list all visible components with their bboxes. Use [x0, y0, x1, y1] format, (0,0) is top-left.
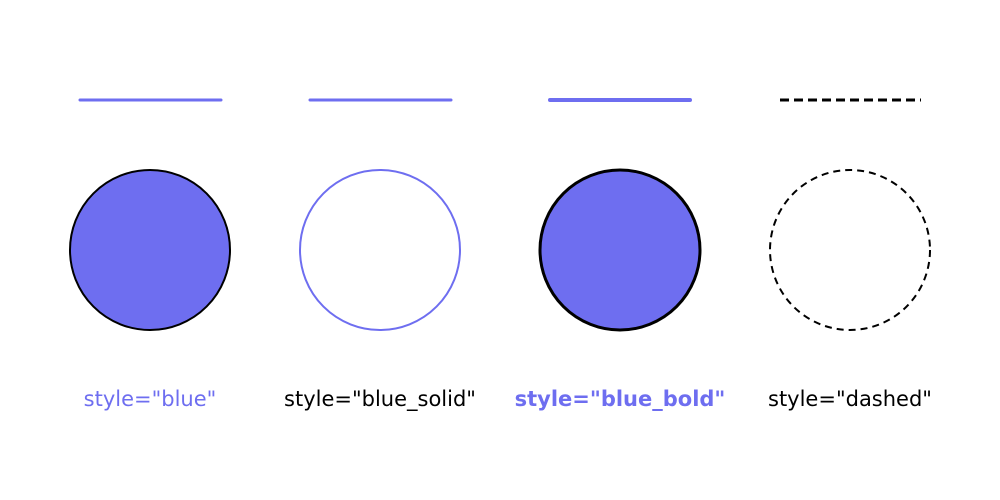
circle-sample-dashed: [769, 169, 931, 331]
circle-sample-blue: [69, 169, 231, 331]
style-sample-dashed: style="dashed": [768, 98, 932, 411]
style-sample-blue-solid: style="blue_solid": [284, 98, 476, 412]
caption-blue: style="blue": [84, 387, 217, 411]
caption-blue-bold: style="blue_bold": [515, 387, 726, 411]
caption-dashed: style="dashed": [768, 387, 932, 411]
circle-sample-blue-bold: [538, 168, 702, 332]
circle-sample-blue-solid: [299, 169, 461, 331]
style-sample-blue: style="blue": [69, 98, 231, 411]
caption-blue-solid: style="blue_solid": [284, 387, 476, 412]
style-sample-blue-bold: style="blue_bold": [515, 98, 726, 411]
